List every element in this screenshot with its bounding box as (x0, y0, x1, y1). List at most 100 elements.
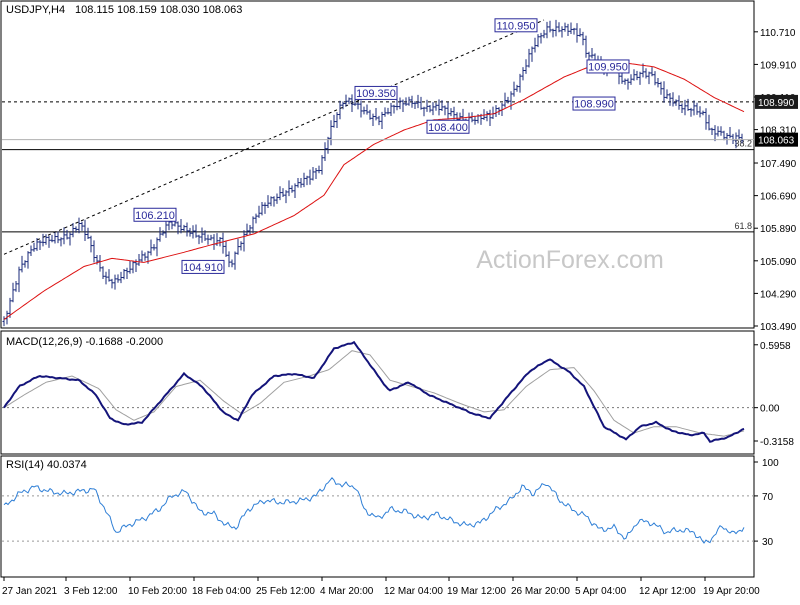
price-bar (452, 106, 456, 120)
price-bar (17, 266, 21, 293)
price-bar (650, 67, 654, 77)
price-bar (425, 99, 429, 112)
price-bar (695, 102, 699, 115)
macd-tick-label: 0.5958 (760, 341, 791, 352)
rsi-tick-label: 70 (762, 492, 774, 503)
price-bar (551, 28, 555, 38)
price-bar (206, 234, 210, 245)
price-bar (203, 230, 207, 241)
price-bar (218, 236, 222, 247)
price-bar (416, 94, 420, 109)
rsi-line (3, 477, 745, 544)
macd-tick-label: -0.3158 (760, 437, 794, 448)
x-tick-label: 10 Feb 20:00 (128, 586, 187, 597)
price-bar (209, 234, 213, 241)
price-bar (395, 98, 399, 111)
y-tick-label: 108.310 (760, 126, 797, 137)
price-bar (230, 259, 234, 268)
price-bar (224, 240, 228, 258)
level-price-tag-text: 108.990 (758, 98, 795, 109)
price-bar (269, 196, 273, 207)
price-bar (680, 103, 684, 113)
price-layer: 38.2 61.8 110.950 109.350 109.950 108.990 108.… (2, 18, 754, 327)
price-bar (74, 226, 78, 233)
price-bar (41, 233, 45, 247)
annotation-text: 104.910 (183, 262, 223, 274)
y-tick-label: 105.890 (760, 224, 797, 235)
price-bar (335, 112, 339, 128)
price-bar (296, 177, 300, 188)
price-bar (137, 253, 141, 266)
price-panel-frame (0, 0, 755, 329)
price-bar (155, 237, 159, 257)
price-bar (302, 172, 306, 188)
price-bar (590, 48, 594, 59)
price-bar (539, 32, 543, 44)
price-bar (443, 105, 447, 116)
price-bar (131, 260, 135, 274)
macd-line (3, 340, 745, 443)
price-bar (488, 109, 492, 127)
price-bar (119, 271, 123, 284)
trendline (3, 19, 545, 255)
ohlc-values: 108.115 108.159 108.030 108.063 (75, 4, 242, 16)
price-bar (716, 126, 720, 137)
price-bar (65, 229, 69, 240)
macd-panel-frame (0, 330, 755, 455)
price-bar (125, 267, 129, 279)
price-bar (23, 260, 27, 268)
price-bar (272, 196, 276, 207)
price-annotation: 110.950 (494, 18, 538, 33)
price-bar (311, 166, 315, 181)
price-bar (587, 51, 591, 61)
price-bar (440, 100, 444, 111)
price-bar (365, 104, 369, 115)
y-tick-label: 104.290 (760, 289, 797, 300)
price-bar (653, 71, 657, 86)
price-bar (179, 219, 183, 234)
price-bar (740, 133, 744, 144)
price-bar (248, 225, 252, 236)
price-bar (92, 240, 96, 263)
price-bar (263, 202, 267, 214)
price-bar (53, 232, 57, 244)
x-tick-label: 3 Feb 12:00 (64, 586, 118, 597)
price-bar (338, 100, 342, 120)
price-bar (377, 115, 381, 126)
price-bar (632, 69, 636, 81)
price-bar (35, 237, 39, 251)
price-bar (194, 224, 198, 238)
price-bar (635, 70, 639, 81)
price-bar (629, 74, 633, 85)
price-bar (422, 106, 426, 117)
annotation-box (181, 259, 225, 274)
price-bar (77, 217, 81, 234)
price-bar (68, 232, 72, 246)
price-bar (56, 231, 60, 244)
price-bar (356, 102, 360, 110)
price-bar (371, 113, 375, 127)
price-bar (722, 130, 726, 141)
price-bar (542, 29, 546, 39)
annotation-box (572, 96, 616, 111)
price-bar (101, 266, 105, 279)
price-bar (47, 235, 51, 248)
price-bar (413, 101, 417, 110)
x-tick-label: 26 Mar 20:00 (511, 586, 570, 597)
price-bar (659, 81, 663, 95)
price-bar (317, 165, 321, 174)
price-bar (161, 230, 165, 236)
x-tick-label: 4 Mar 20:00 (320, 586, 374, 597)
price-bar (470, 112, 474, 123)
annotation-text: 109.350 (356, 88, 396, 100)
price-bar (44, 234, 48, 245)
price-bar (386, 107, 390, 115)
price-bar (563, 22, 567, 32)
price-bar (719, 126, 723, 136)
x-tick-label: 18 Feb 04:00 (192, 586, 251, 597)
price-bar (455, 112, 459, 122)
price-bar (506, 96, 510, 104)
price-bar (116, 274, 120, 283)
annotation-text: 109.950 (588, 61, 628, 73)
